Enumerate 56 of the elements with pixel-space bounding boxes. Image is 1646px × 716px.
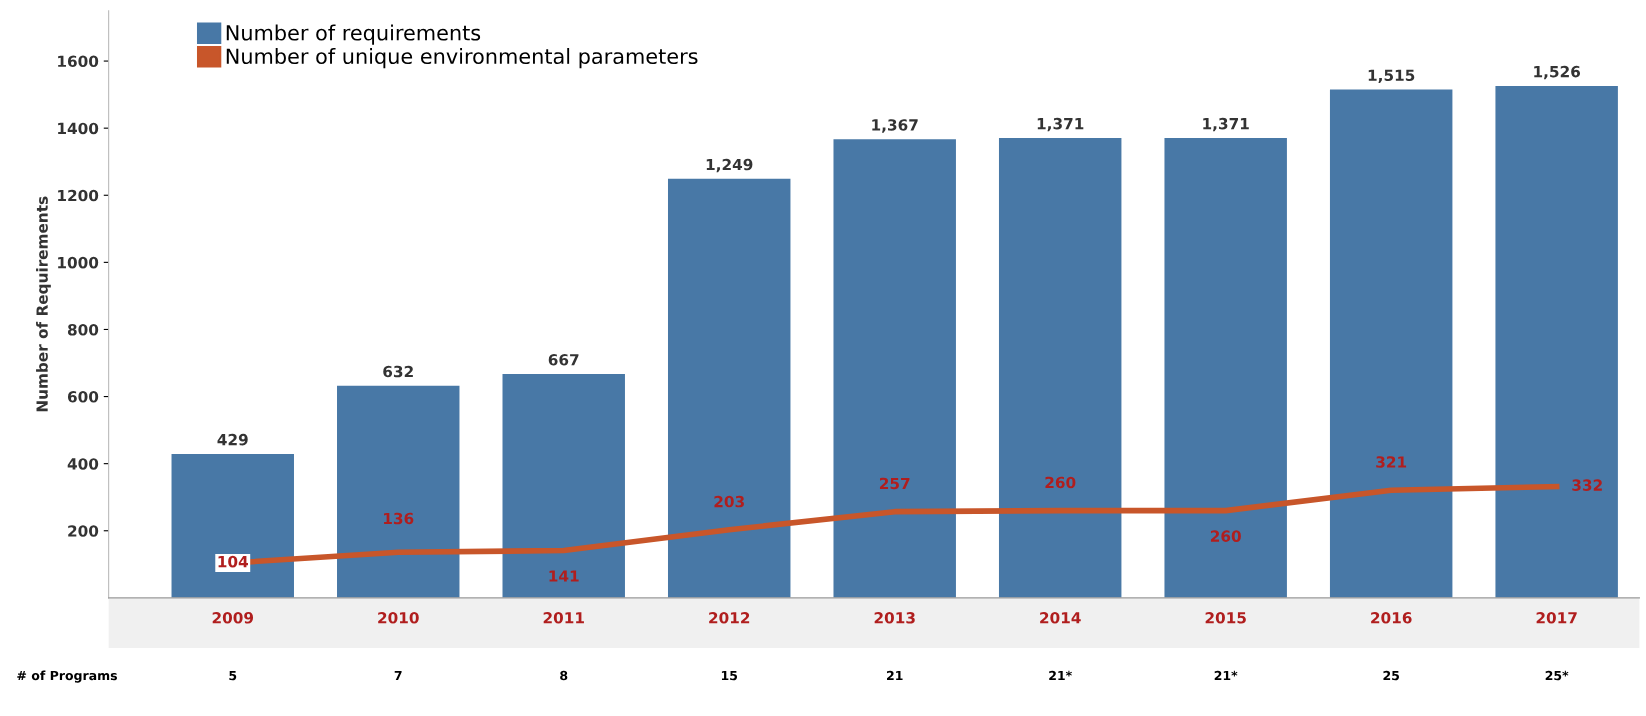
x-tick-label: 2012: [709, 612, 750, 624]
data-label: 332: [1572, 479, 1602, 491]
x-tick-label: 2013: [874, 612, 915, 624]
x-tick-label: 2017: [1536, 612, 1577, 624]
bar: [1329, 89, 1453, 598]
data-label: 1,371: [1037, 117, 1084, 132]
y-tick-label: 1400: [58, 122, 99, 135]
data-label: 1,367: [872, 119, 918, 133]
y-tick-label: 1000: [58, 256, 99, 269]
legend-label: Number of requirements: [226, 24, 481, 45]
text: # of Programs: [17, 670, 117, 683]
bar: [502, 374, 625, 598]
x-tick-label: 2011: [543, 612, 584, 624]
y-tick-label: 200: [68, 525, 99, 537]
bar: [998, 137, 1122, 598]
data-label: 667: [548, 354, 579, 366]
bar: [337, 385, 460, 598]
data-label: 141: [549, 570, 579, 582]
data-label: 632: [383, 365, 413, 378]
text: 21*: [1049, 670, 1072, 681]
bar: [667, 178, 791, 598]
y-tick-label: 1200: [58, 189, 99, 202]
y-tick-label: 600: [67, 391, 99, 403]
data-label: 136: [384, 512, 414, 525]
data-label: 257: [879, 477, 910, 490]
data-label: 1,371: [1203, 117, 1249, 132]
data-label: 1,515: [1368, 69, 1415, 84]
data-label: 1,526: [1534, 65, 1581, 80]
x-tick-label: 2014: [1040, 612, 1081, 624]
y-tick-label: 800: [67, 323, 99, 336]
text: 8: [560, 670, 568, 681]
data-label: 1,249: [706, 158, 753, 173]
text: 21*: [1214, 670, 1238, 681]
x-tick-label: 2016: [1371, 612, 1412, 624]
y-tick-label: 1600: [58, 55, 99, 68]
y-tick-label: 400: [67, 458, 99, 470]
text: 21: [887, 670, 903, 681]
text: 25*: [1545, 670, 1569, 681]
data-label: 321: [1376, 456, 1407, 468]
text: 7: [394, 670, 402, 681]
bar: [1164, 137, 1287, 598]
data-label: 260: [1210, 530, 1241, 542]
text: 25: [1383, 670, 1400, 681]
legend-label: Number of unique environmental parameters: [226, 47, 698, 69]
bar: [833, 139, 956, 598]
text: 15: [721, 670, 738, 681]
x-tick-label: 2009: [212, 612, 254, 624]
text: 5: [229, 670, 237, 681]
data-label: 429: [217, 433, 248, 446]
x-tick-label: 2015: [1205, 612, 1246, 624]
x-tick-label: 2010: [378, 612, 419, 624]
y-axis-title: Number of Requirements: [36, 196, 51, 412]
bar: [1495, 85, 1618, 598]
data-label: 203: [714, 495, 744, 508]
data-label: 260: [1045, 476, 1076, 489]
bar: [171, 453, 294, 598]
